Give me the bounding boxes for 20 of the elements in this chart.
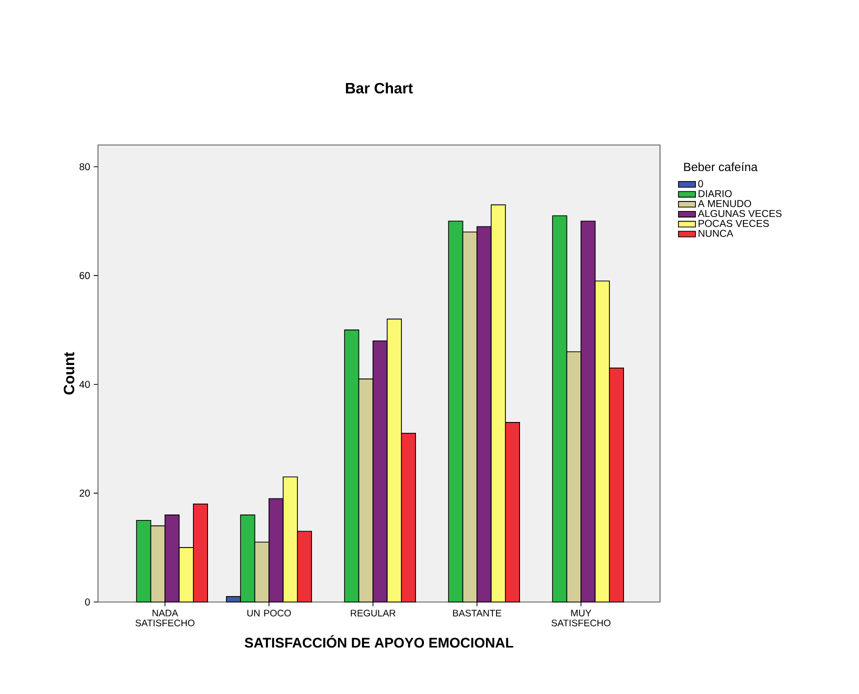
y-tick-label: 60 xyxy=(80,272,90,280)
legend-label: ALGUNAS VECES xyxy=(698,210,782,218)
legend-title: Beber cafeína xyxy=(684,162,758,172)
x-tick-label: UN POCO xyxy=(247,610,291,616)
legend-label: POCAS VECES xyxy=(698,220,769,227)
y-tick-label: 20 xyxy=(80,490,90,497)
chart-title: Bar Chart xyxy=(346,82,413,94)
legend-label: 0 xyxy=(698,180,704,188)
x-tick-label: BASTANTE xyxy=(453,610,502,616)
legend-label: NUNCA xyxy=(698,230,734,237)
x-axis-title: SATISFACCIÓN DE APOYO EMOCIONAL xyxy=(244,635,514,648)
x-tick-label: MUY SATISFECHO xyxy=(552,610,610,626)
y-axis-title: Count xyxy=(64,352,74,394)
x-tick-label: NADA SATISFECHO xyxy=(136,610,194,626)
legend-label: A MENUDO xyxy=(698,200,752,208)
y-tick-label: 80 xyxy=(80,163,90,170)
y-tick-label: 40 xyxy=(79,380,90,388)
y-tick-label: 0 xyxy=(85,598,90,606)
x-tick-label: REGULAR xyxy=(350,610,396,616)
legend-label: DIARIO xyxy=(698,190,732,198)
